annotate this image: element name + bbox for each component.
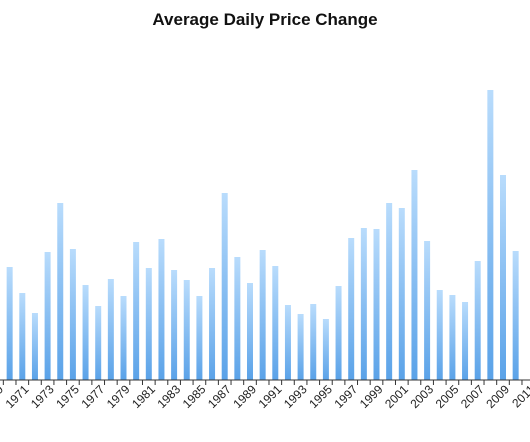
- bar-1983: [171, 270, 178, 380]
- x-tick-label: 2005: [433, 382, 462, 411]
- x-axis-labels: 1969197119731975197719791981198319851987…: [0, 382, 530, 411]
- chart-title: Average Daily Price Change: [152, 10, 378, 29]
- bar-1993: [297, 314, 304, 380]
- bar-1990: [259, 250, 266, 380]
- bar-1988: [234, 257, 241, 380]
- bar-1992: [284, 305, 291, 380]
- x-tick-label: 1979: [104, 382, 133, 411]
- bar-1973: [44, 252, 51, 380]
- bar-1986: [209, 268, 216, 380]
- bars: [6, 90, 519, 380]
- x-tick-label: 1973: [28, 382, 57, 411]
- x-tick-label: 2003: [407, 382, 436, 411]
- bar-1974: [57, 203, 64, 380]
- x-tick-label: 1995: [306, 382, 335, 411]
- bar-2005: [449, 295, 456, 380]
- bar-2003: [424, 241, 431, 380]
- x-tick-label: 2009: [483, 382, 512, 411]
- bar-1985: [196, 296, 203, 380]
- bar-1979: [120, 296, 127, 380]
- x-tick-label: 1991: [256, 382, 285, 411]
- x-tick-label: 1999: [357, 382, 386, 411]
- bar-1997: [348, 238, 355, 380]
- bar-1994: [310, 304, 317, 380]
- bar-1995: [322, 319, 329, 380]
- bar-1978: [107, 279, 114, 380]
- bar-1989: [247, 283, 253, 380]
- bar-2010: [512, 251, 519, 380]
- x-tick-label: 1997: [332, 382, 361, 411]
- x-axis-ticks: [2, 380, 523, 385]
- bar-1977: [95, 306, 102, 380]
- bar-2007: [474, 261, 481, 380]
- x-tick-label: 1985: [180, 382, 209, 411]
- bar-1981: [145, 268, 152, 380]
- x-tick-label: 1975: [53, 382, 82, 411]
- x-tick-label: 2001: [382, 382, 411, 411]
- x-tick-label: 1971: [3, 382, 32, 411]
- bar-2006: [462, 302, 469, 380]
- bar-1972: [31, 313, 38, 380]
- bar-1996: [335, 286, 342, 380]
- bar-1998: [360, 228, 367, 380]
- x-tick-label: 1977: [79, 382, 108, 411]
- bar-2000: [386, 203, 393, 380]
- bar-2009: [500, 175, 506, 380]
- bar-1971: [19, 293, 26, 380]
- x-tick-label: 2011: [509, 382, 530, 410]
- bar-1976: [82, 285, 89, 380]
- x-tick-label: 1989: [230, 382, 259, 411]
- x-tick-label: 2007: [458, 382, 487, 411]
- bar-1991: [272, 266, 279, 380]
- bar-2004: [436, 290, 443, 380]
- bar-1987: [221, 193, 228, 380]
- bar-1982: [158, 239, 165, 380]
- bar-1980: [133, 242, 140, 380]
- x-tick-label: 1981: [129, 382, 158, 411]
- bar-2008: [487, 90, 494, 380]
- bar-1975: [69, 249, 76, 380]
- bar-1984: [183, 280, 190, 380]
- x-tick-label: 1983: [154, 382, 183, 411]
- bar-2002: [411, 170, 418, 380]
- bar-1999: [373, 229, 380, 380]
- bar-2001: [398, 208, 405, 380]
- bar-1970: [6, 267, 13, 380]
- x-tick-label: 1993: [281, 382, 310, 411]
- x-tick-label: 1969: [0, 382, 6, 411]
- x-tick-label: 1987: [205, 382, 234, 411]
